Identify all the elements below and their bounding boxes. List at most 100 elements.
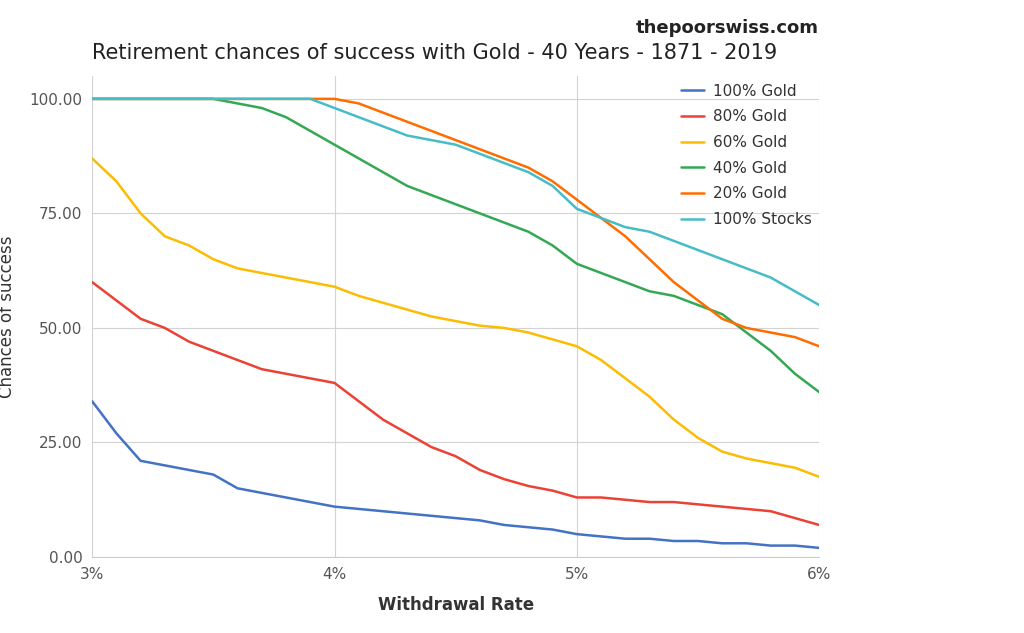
60% Gold (183, 242, 196, 249)
40% Gold (595, 269, 607, 277)
60% Gold (450, 317, 462, 325)
80% Gold (620, 496, 632, 504)
40% Gold (134, 95, 146, 103)
100% Stocks (111, 95, 123, 103)
60% Gold (207, 256, 219, 263)
100% Gold (547, 526, 559, 534)
40% Gold (304, 127, 316, 135)
60% Gold (692, 434, 705, 442)
80% Gold (450, 453, 462, 460)
100% Gold (716, 539, 728, 547)
60% Gold (570, 342, 583, 350)
80% Gold (498, 475, 510, 483)
100% Stocks (231, 95, 244, 103)
20% Gold (498, 154, 510, 162)
40% Gold (813, 388, 825, 396)
40% Gold (668, 292, 680, 299)
80% Gold (813, 521, 825, 529)
20% Gold (377, 109, 389, 116)
100% Stocks (643, 228, 655, 235)
100% Gold (498, 521, 510, 529)
40% Gold (256, 104, 268, 112)
100% Gold (643, 535, 655, 542)
40% Gold (207, 95, 219, 103)
40% Gold (547, 242, 559, 249)
20% Gold (522, 164, 535, 172)
100% Stocks (765, 273, 777, 281)
100% Gold (813, 544, 825, 552)
Line: 40% Gold: 40% Gold (92, 99, 819, 392)
20% Gold (401, 118, 414, 125)
100% Gold (352, 505, 365, 513)
40% Gold (765, 347, 777, 354)
80% Gold (765, 508, 777, 515)
20% Gold (352, 99, 365, 107)
100% Gold (620, 535, 632, 542)
60% Gold (304, 279, 316, 286)
20% Gold (111, 95, 123, 103)
80% Gold (352, 398, 365, 405)
100% Gold (329, 503, 341, 510)
40% Gold (111, 95, 123, 103)
100% Stocks (788, 287, 801, 295)
60% Gold (668, 416, 680, 423)
100% Gold (134, 457, 146, 465)
80% Gold (231, 356, 244, 364)
60% Gold (111, 177, 123, 185)
40% Gold (788, 370, 801, 377)
80% Gold (134, 315, 146, 323)
60% Gold (547, 335, 559, 343)
80% Gold (280, 370, 292, 377)
100% Gold (207, 471, 219, 479)
40% Gold (377, 168, 389, 176)
60% Gold (498, 324, 510, 332)
100% Gold (740, 539, 753, 547)
20% Gold (668, 279, 680, 286)
40% Gold (474, 210, 486, 217)
40% Gold (280, 113, 292, 121)
20% Gold (692, 297, 705, 304)
20% Gold (159, 95, 171, 103)
80% Gold (643, 498, 655, 506)
100% Gold (692, 537, 705, 545)
60% Gold (86, 154, 98, 162)
80% Gold (256, 365, 268, 373)
20% Gold (256, 95, 268, 103)
100% Stocks (474, 150, 486, 158)
100% Gold (377, 508, 389, 515)
40% Gold (352, 154, 365, 162)
40% Gold (159, 95, 171, 103)
100% Stocks (425, 136, 437, 144)
Legend: 100% Gold, 80% Gold, 60% Gold, 40% Gold, 20% Gold, 100% Stocks: 100% Gold, 80% Gold, 60% Gold, 40% Gold,… (681, 84, 812, 227)
100% Gold (570, 530, 583, 538)
40% Gold (183, 95, 196, 103)
40% Gold (231, 99, 244, 107)
100% Gold (765, 542, 777, 549)
100% Gold (111, 430, 123, 437)
60% Gold (813, 473, 825, 480)
20% Gold (425, 127, 437, 135)
100% Stocks (304, 95, 316, 103)
80% Gold (207, 347, 219, 354)
100% Stocks (352, 113, 365, 121)
20% Gold (765, 329, 777, 336)
20% Gold (474, 146, 486, 153)
80% Gold (547, 487, 559, 494)
100% Gold (474, 517, 486, 524)
40% Gold (740, 329, 753, 336)
60% Gold (474, 322, 486, 329)
40% Gold (329, 141, 341, 149)
80% Gold (304, 375, 316, 382)
100% Stocks (86, 95, 98, 103)
100% Stocks (498, 160, 510, 167)
60% Gold (643, 393, 655, 401)
40% Gold (86, 95, 98, 103)
100% Gold (183, 466, 196, 473)
100% Stocks (547, 182, 559, 190)
100% Stocks (692, 246, 705, 254)
20% Gold (620, 232, 632, 240)
60% Gold (740, 454, 753, 462)
80% Gold (522, 482, 535, 490)
Text: thepoorswiss.com: thepoorswiss.com (636, 20, 819, 37)
60% Gold (231, 265, 244, 272)
